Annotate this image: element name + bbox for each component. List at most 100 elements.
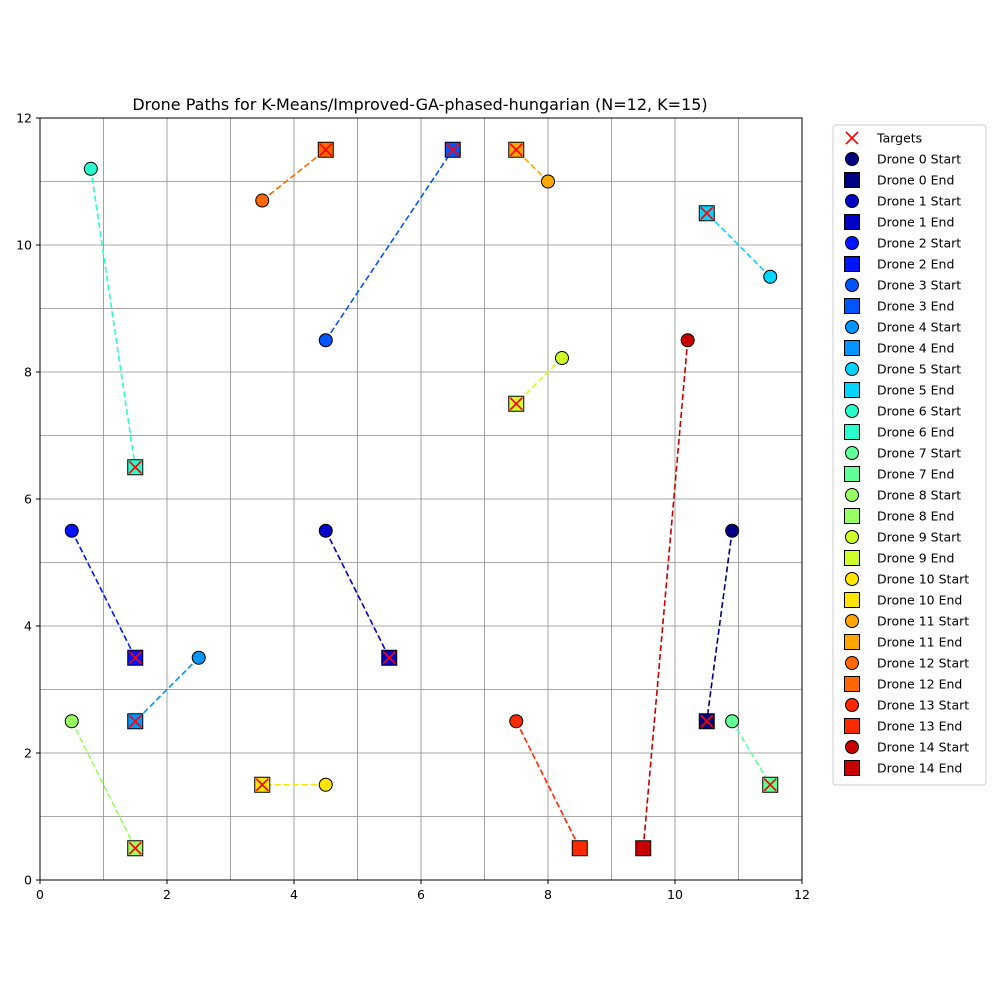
target-marker: [128, 460, 142, 474]
legend-end-icon: [844, 340, 860, 356]
legend-entry: Drone 8 Start: [845, 488, 961, 503]
target-cross-stroke: [446, 143, 460, 157]
legend-label: Drone 2 End: [877, 257, 954, 272]
legend-label: Drone 13 End: [877, 719, 962, 734]
legend-start-icon: [845, 152, 859, 166]
target-cross-stroke: [700, 714, 714, 728]
drone-7-path: [731, 720, 771, 786]
drone-6-path: [90, 168, 137, 468]
drone-1-start-marker: [318, 523, 333, 538]
target-cross-stroke: [509, 397, 523, 411]
legend-label: Drone 3 End: [877, 299, 954, 314]
drone-14-start-marker: [680, 333, 695, 348]
drone-2-path: [71, 530, 136, 659]
target-marker: [509, 397, 523, 411]
drone-2-start-marker: [64, 523, 79, 538]
legend-label: Drone 1 End: [877, 215, 954, 230]
drone-8-start-marker: [64, 714, 79, 729]
legend-start-icon: [845, 656, 859, 670]
legend-end-icon: [844, 172, 860, 188]
legend-entry: Drone 1 End: [844, 214, 954, 230]
legend-box: [832, 124, 987, 786]
y-tick-label: 2: [24, 746, 32, 761]
target-cross-stroke: [128, 651, 142, 665]
legend-entry: Drone 5 End: [844, 382, 954, 398]
drone-3-start-marker: [318, 333, 333, 348]
legend-end-icon: [844, 592, 860, 608]
y-tick-label: 0: [24, 873, 32, 888]
drone-5-path: [706, 212, 771, 278]
legend-entry: Drone 2 Start: [845, 236, 961, 251]
drone-0-path: [705, 530, 733, 722]
legend-entry: Targets: [845, 131, 922, 146]
y-tick-label: 8: [24, 365, 32, 380]
legend-label: Drone 3 Start: [877, 278, 961, 293]
drone-14-end-marker: [635, 840, 652, 857]
legend-start-icon: [845, 698, 859, 712]
drone-14-path: [642, 340, 689, 849]
markers: [64, 141, 779, 857]
target-marker: [128, 714, 142, 728]
drone-3-path: [325, 149, 454, 341]
drone-12-start-marker: [255, 193, 270, 208]
target-marker: [700, 206, 714, 220]
drone-13-path: [515, 720, 581, 849]
legend-start-icon: [845, 614, 859, 628]
drone-8-path: [71, 720, 136, 849]
legend-end-icon: [844, 256, 860, 272]
drone-4-start-marker: [191, 650, 206, 665]
legend-end-icon: [844, 718, 860, 734]
legend-entry: Drone 13 End: [844, 718, 962, 734]
chart-title: Drone Paths for K-Means/Improved-GA-phas…: [132, 95, 707, 114]
y-tick-label: 6: [24, 492, 32, 507]
target-marker: [319, 143, 333, 157]
legend-end-icon: [844, 214, 860, 230]
legend-end-icon: [844, 508, 860, 524]
legend-start-icon: [845, 404, 859, 418]
legend-entry: Drone 11 Start: [845, 614, 969, 629]
drone-10-start-marker: [318, 777, 333, 792]
target-marker: [382, 651, 396, 665]
drone-9-path: [515, 357, 563, 405]
x-tick-label: 4: [290, 887, 298, 902]
legend-start-icon: [845, 572, 859, 586]
legend-entry: Drone 14 End: [844, 760, 962, 776]
target-cross-stroke: [128, 714, 142, 728]
legend-entry: Drone 4 End: [844, 340, 954, 356]
legend-label: Drone 14 End: [877, 761, 962, 776]
legend-entry: Drone 3 End: [844, 298, 954, 314]
legend-label: Drone 10 End: [877, 593, 962, 608]
x-tick-label: 8: [544, 887, 552, 902]
legend-entry: Drone 12 End: [844, 676, 962, 692]
legend-entry: Drone 13 Start: [845, 698, 969, 713]
legend-label: Drone 2 Start: [877, 236, 961, 251]
legend-start-icon: [845, 362, 859, 376]
drone-12-path: [261, 149, 327, 202]
legend-end-icon: [844, 676, 860, 692]
target-cross-stroke: [319, 143, 333, 157]
legend-label: Drone 12 End: [877, 677, 962, 692]
legend-entry: Drone 5 Start: [845, 362, 961, 377]
legend-entry: Drone 10 End: [844, 592, 962, 608]
legend-entry: Drone 6 End: [844, 424, 954, 440]
drone-13-start-marker: [509, 714, 524, 729]
legend-end-icon: [844, 298, 860, 314]
legend: Targets Drone 0 Start Drone 0 End Drone 1 S…: [832, 124, 987, 786]
legend-end-icon: [844, 466, 860, 482]
legend-label: Drone 14 Start: [877, 740, 969, 755]
target-marker: [255, 778, 269, 792]
legend-label: Drone 8 Start: [877, 488, 961, 503]
drone-11-start-marker: [541, 174, 555, 189]
legend-start-icon: [845, 446, 859, 460]
legend-label: Drone 13 Start: [877, 698, 969, 713]
legend-start-icon: [845, 740, 859, 754]
legend-start-icon: [845, 278, 859, 292]
x-tick-label: 12: [794, 887, 810, 902]
legend-entry: Drone 1 Start: [845, 194, 961, 209]
legend-entry: Drone 2 End: [844, 256, 954, 272]
legend-entry: Drone 11 End: [844, 634, 962, 650]
legend-end-icon: [844, 382, 860, 398]
legend-end-icon: [844, 550, 860, 566]
drone-7-start-marker: [725, 714, 740, 729]
